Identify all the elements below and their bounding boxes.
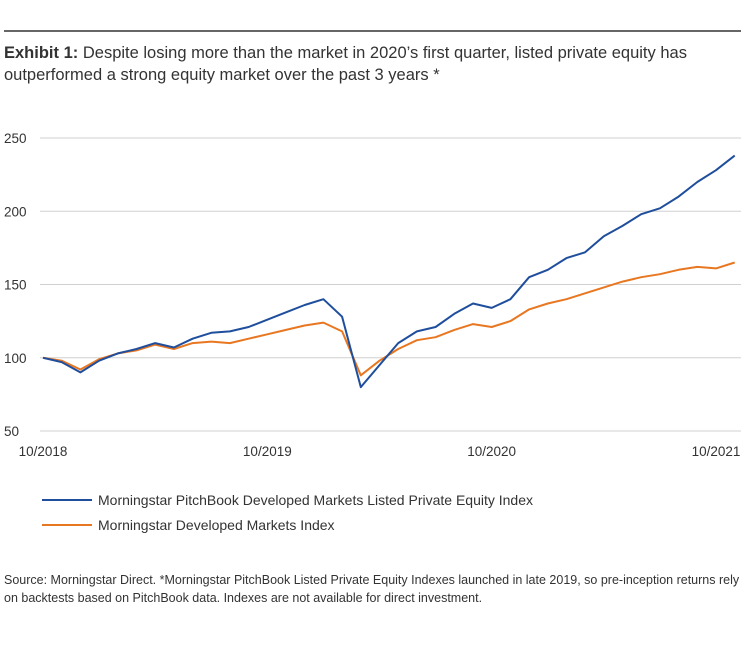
x-tick-label: 10/2020 — [467, 444, 516, 459]
y-tick-label: 200 — [4, 204, 27, 219]
y-tick-label: 150 — [4, 278, 27, 293]
y-axis-ticks: 50 100 150 200 250 — [4, 131, 27, 439]
exhibit-title: Exhibit 1: Despite losing more than the … — [4, 42, 742, 86]
series-lines — [42, 154, 736, 389]
y-tick-label: 50 — [4, 424, 19, 439]
grid-lines — [40, 137, 741, 432]
exhibit-text: Despite losing more than the market in 2… — [4, 44, 687, 84]
series-line-private-equity — [42, 154, 736, 389]
top-rule — [4, 30, 741, 32]
legend-swatch-pe — [42, 498, 92, 501]
legend: Morningstar PitchBook Developed Markets … — [42, 487, 533, 537]
legend-item-dm: Morningstar Developed Markets Index — [42, 512, 533, 537]
series-line-developed-markets — [42, 261, 736, 377]
y-tick-label: 100 — [4, 351, 27, 366]
x-tick-label: 10/2021 — [692, 444, 741, 459]
x-tick-label: 10/2018 — [19, 444, 68, 459]
y-tick-label: 250 — [4, 131, 27, 146]
x-tick-label: 10/2019 — [243, 444, 292, 459]
legend-item-pe: Morningstar PitchBook Developed Markets … — [42, 487, 533, 512]
exhibit-label: Exhibit 1: — [4, 44, 79, 62]
source-note: Source: Morningstar Direct. *Morningstar… — [4, 573, 740, 605]
legend-swatch-dm — [42, 523, 92, 526]
legend-label-pe: Morningstar PitchBook Developed Markets … — [98, 491, 533, 508]
x-axis-ticks: 10/2018 10/2019 10/2020 10/2021 — [19, 444, 741, 459]
legend-label-dm: Morningstar Developed Markets Index — [98, 516, 335, 533]
